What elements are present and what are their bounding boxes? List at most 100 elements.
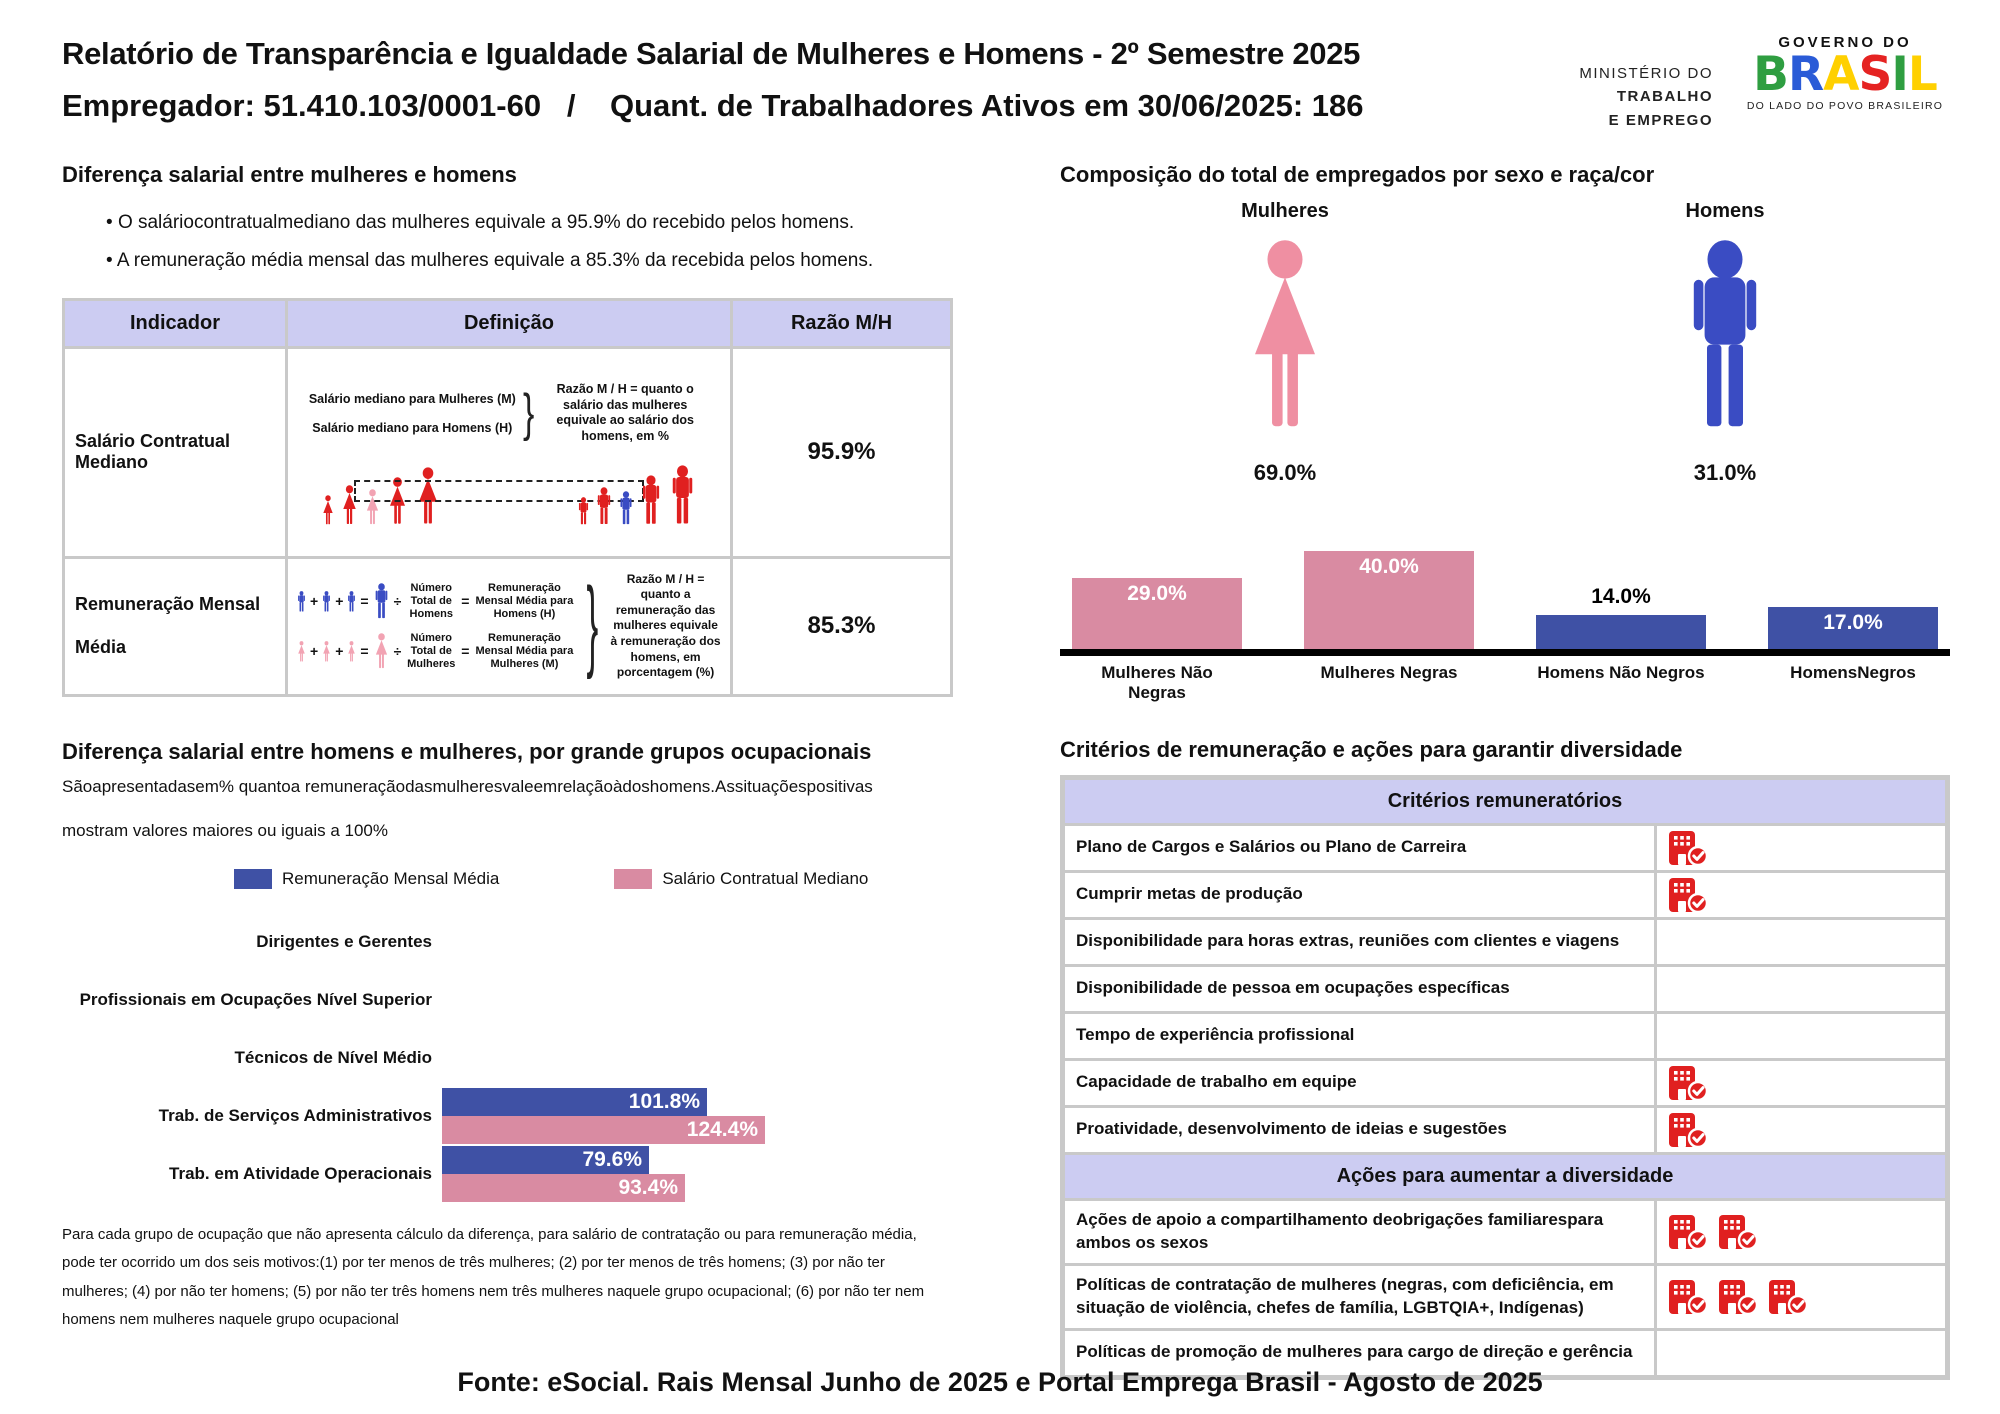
- col-header-definicao: Definição: [285, 297, 733, 349]
- salary-gap-heading: Diferença salarial entre mulheres e home…: [62, 161, 517, 187]
- bar-value-label: 124.4%: [686, 1117, 758, 1141]
- criteria-row: Plano de Cargos e Salários ou Plano de C…: [1065, 825, 1945, 870]
- race-bar: 29.0%: [1072, 577, 1242, 649]
- col-header-indicador: Indicador: [62, 297, 288, 349]
- occ-bar-pair: 79.6% 93.4%: [442, 1145, 685, 1202]
- brand-letter: S: [1858, 47, 1893, 102]
- criteria-text: Ações de apoio a compartilhamento deobri…: [1065, 1200, 1654, 1263]
- criteria-text: Plano de Cargos e Salários ou Plano de C…: [1065, 825, 1654, 870]
- page-title: Relatório de Transparência e Igualdade S…: [62, 36, 1361, 71]
- criteria-section: Critérios de remuneração e ações para ga…: [1060, 737, 1950, 1380]
- man-figure-icon: [642, 474, 660, 524]
- bar-value-label: 93.4%: [618, 1175, 678, 1199]
- occ-bar: 93.4%: [442, 1173, 685, 1202]
- employer-line: Empregador: 51.410.103/0001-60 / Quant. …: [62, 88, 1364, 123]
- gov-logo-slogan: DO LADO DO POVO BRASILEIRO: [1746, 100, 1944, 112]
- bar-value-label: 40.0%: [1359, 554, 1419, 578]
- occupational-footnote: Para cada grupo de ocupação que não apre…: [62, 1225, 925, 1329]
- definition-diagram-mean: + + = ÷ Número Total de Homens = Remuneraçã…: [285, 555, 733, 697]
- criteria-heading: Critérios de remuneração e ações para ga…: [1060, 736, 1683, 762]
- criteria-marks-cell: [1657, 1330, 1945, 1375]
- company-check-icon: [1719, 1279, 1759, 1315]
- race-bar-column: 17.0%: [1768, 606, 1938, 649]
- occ-desc-line-1: Sãoapresentadasem% quantoa remuneraçãoda…: [62, 776, 873, 796]
- criteria-text: Proatividade, desenvolvimento de ideias …: [1065, 1107, 1654, 1152]
- occ-category-label: Dirigentes e Gerentes: [256, 932, 432, 952]
- company-check-icon: [1669, 1112, 1709, 1148]
- man-figure-icon: [1693, 239, 1757, 426]
- criteria-marks-cell: [1657, 1060, 1945, 1105]
- criteria-row: Disponibilidade para horas extras, reuni…: [1065, 919, 1945, 964]
- woman-figure-icon: [418, 466, 438, 524]
- legend-swatch-pink: [614, 868, 653, 889]
- median-men-label: Salário mediano para Homens (H): [312, 420, 513, 435]
- brace-glyph: }: [586, 568, 599, 682]
- criteria-row: Políticas de contratação de mulheres (ne…: [1065, 1265, 1945, 1328]
- sex-group-mulheres: Mulheres 69.0%: [1235, 200, 1335, 486]
- mean-diagram-figures: + + = ÷ Número Total de Homens = Remuneraçã…: [296, 582, 576, 670]
- woman-figure-icon: [348, 640, 356, 662]
- criteria-text: Tempo de experiência profissional: [1065, 1013, 1654, 1058]
- race-category-label: Homens Não Negros: [1537, 662, 1705, 682]
- criteria-marks-cell: [1657, 1265, 1945, 1328]
- company-check-icon: [1719, 1214, 1759, 1250]
- sex-group-label: Homens: [1685, 199, 1765, 222]
- table-row: Remuneração Mensal Média + + =: [62, 555, 953, 697]
- sex-group-value: 69.0%: [1253, 459, 1317, 485]
- occ-bar: 79.6%: [442, 1145, 649, 1174]
- race-bar-column: 14.0%: [1536, 585, 1706, 649]
- occ-category-label: Trab. de Serviços Administrativos: [158, 1106, 432, 1126]
- criteria-row: Cumprir metas de produção: [1065, 872, 1945, 917]
- woman-figure-icon: [298, 640, 305, 662]
- occ-chart-row: Trab. de Serviços Administrativos 101.8% 1…: [62, 1087, 950, 1145]
- brand-letter: R: [1787, 47, 1824, 102]
- man-figure-icon: [620, 490, 632, 524]
- bar-value-label: 29.0%: [1127, 581, 1187, 605]
- race-category-labels: Mulheres Não Negras Mulheres Negras Homens…: [1060, 663, 1950, 703]
- race-bar-column: 40.0%: [1304, 550, 1474, 649]
- ministry-line-1: MINISTÉRIO DO: [1579, 65, 1713, 82]
- criteria-row: Ações de apoio a compartilhamento deobri…: [1065, 1200, 1945, 1263]
- formula-line-women: + + = ÷ Número Total de Mulheres = Remunera…: [296, 632, 576, 670]
- median-women-label: Salário mediano para Mulheres (M): [308, 391, 516, 406]
- criteria-row: Disponibilidade de pessoa em ocupações e…: [1065, 966, 1945, 1011]
- criteria-row: Capacidade de trabalho em equipe: [1065, 1060, 1945, 1105]
- occ-category-label: Trab. em Atividade Operacionais: [169, 1164, 432, 1184]
- occupational-legend: Remuneração Mensal Média Salário Contrat…: [234, 868, 950, 889]
- ministry-line-2: TRABALHO: [1616, 88, 1713, 106]
- occ-chart-row: Dirigentes e Gerentes: [62, 913, 950, 971]
- company-check-icon: [1669, 1279, 1709, 1315]
- criteria-text: Disponibilidade de pessoa em ocupações e…: [1065, 966, 1654, 1011]
- mean-label: Remuneração Mensal Média para Mulheres (…: [475, 632, 574, 670]
- bar-value-label: 14.0%: [1591, 584, 1651, 608]
- race-category-label: HomensNegros: [1790, 662, 1916, 682]
- race-bars-area: 29.0% 40.0% 14.0% 17.0%: [1060, 532, 1950, 656]
- legend-label: Remuneração Mensal Média: [282, 868, 500, 888]
- table-row: Salário Contratual Mediano Salário media…: [62, 345, 953, 559]
- company-check-icon: [1769, 1279, 1809, 1315]
- occ-category-label: Técnicos de Nível Médio: [234, 1048, 432, 1068]
- man-figure-icon: [323, 590, 331, 612]
- occ-bar: 124.4%: [442, 1115, 765, 1144]
- man-figure-icon: [597, 486, 611, 524]
- criteria-table: Critérios remuneratórios Plano de Cargos …: [1060, 774, 1950, 1380]
- report-footer: Fonte: eSocial. Rais Mensal Junho de 202…: [0, 1367, 2000, 1398]
- criteria-text: Capacidade de trabalho em equipe: [1065, 1060, 1654, 1105]
- ratio-value: 85.3%: [730, 555, 953, 697]
- bar-value-label: 79.6%: [582, 1147, 642, 1171]
- criteria-text: Políticas de contratação de mulheres (ne…: [1065, 1265, 1654, 1328]
- man-figure-icon: [672, 464, 693, 523]
- company-check-icon: [1669, 830, 1709, 866]
- median-ratio-explanation: Razão M / H = quanto o salário das mulhe…: [556, 382, 694, 443]
- criteria-row: Políticas de promoção de mulheres para c…: [1065, 1330, 1945, 1375]
- composition-heading: Composição do total de empregados por se…: [1060, 161, 1655, 187]
- sex-group-homens: Homens 31.0%: [1675, 200, 1775, 486]
- legend-label: Salário Contratual Mediano: [662, 868, 869, 888]
- woman-figure-icon: [343, 484, 356, 524]
- woman-figure-icon: [323, 640, 330, 662]
- criteria-text: Cumprir metas de produção: [1065, 872, 1654, 917]
- criteria-marks-cell: [1657, 966, 1945, 1011]
- criteria-marks-cell: [1657, 1107, 1945, 1152]
- brasil-wordmark: BRASIL: [1745, 51, 1945, 98]
